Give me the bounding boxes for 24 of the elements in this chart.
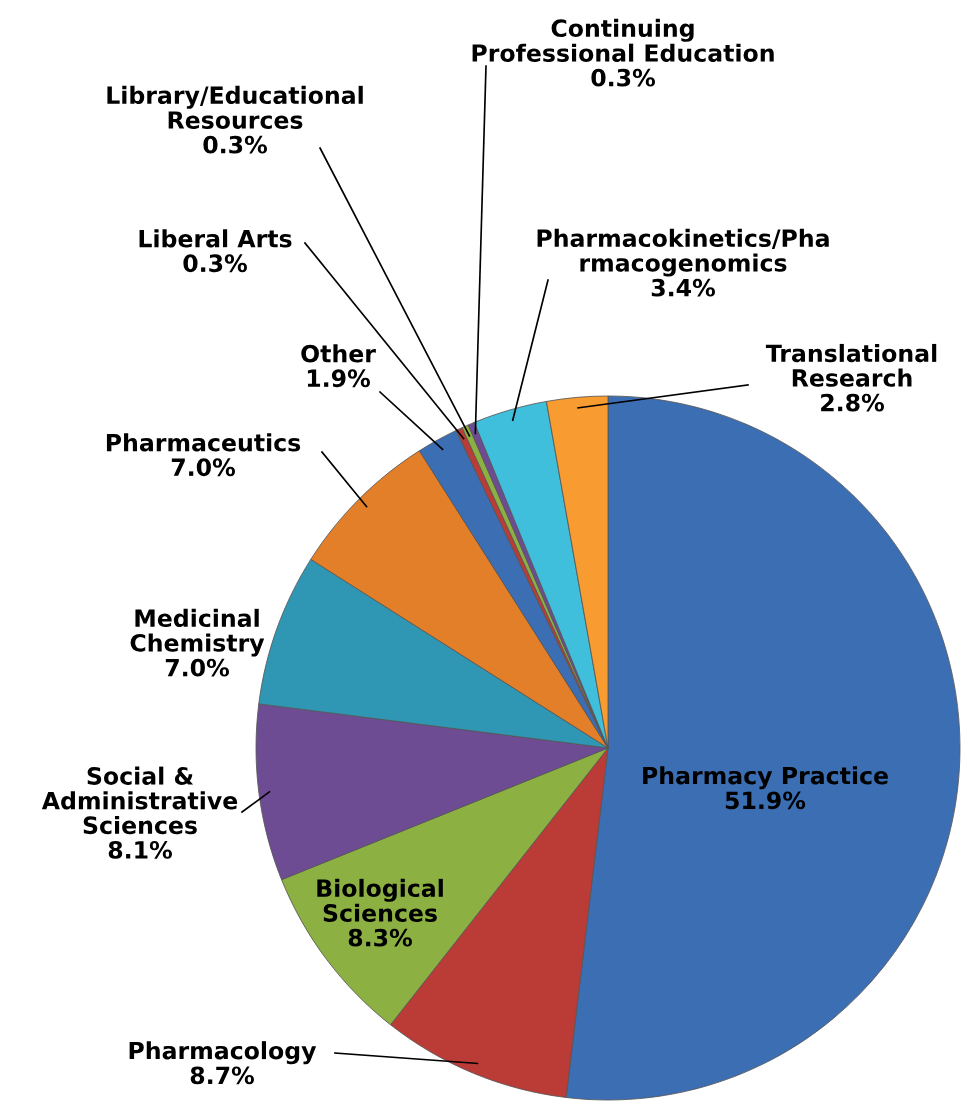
slice-label: Library/Educational Resources bbox=[107, 85, 363, 129]
data-label: 0.3% bbox=[183, 254, 247, 273]
slice-label: Pharmaceutics bbox=[106, 433, 301, 452]
slice-label: Pharmacokinetics/Pha rmacogenomics bbox=[537, 228, 829, 277]
data-label: 8.1% bbox=[108, 840, 172, 859]
data-label: 0.3% bbox=[203, 135, 267, 154]
data-label: 8.7% bbox=[190, 1066, 254, 1085]
slice-label: Liberal Arts bbox=[139, 229, 292, 248]
slice-label: Social & Administrative Sciences bbox=[41, 766, 238, 835]
data-label: 3.4% bbox=[651, 278, 715, 297]
data-label: 51.9% bbox=[725, 791, 806, 810]
data-label: 0.3% bbox=[591, 68, 655, 87]
slice-label: Biological Sciences bbox=[317, 878, 443, 922]
slice-label: Continuing Professional Education bbox=[472, 18, 774, 62]
data-label: 1.9% bbox=[307, 369, 370, 388]
data-label: 8.3% bbox=[348, 928, 412, 947]
slice-label: Translational Research bbox=[765, 343, 937, 387]
data-label: 2.8% bbox=[821, 393, 884, 412]
data-label: 7.0% bbox=[171, 458, 235, 477]
data-label: 7.0% bbox=[165, 658, 229, 677]
slice-label: Other bbox=[301, 344, 376, 363]
slice-label: Medicinal Chemistry bbox=[130, 608, 265, 657]
slice-label: Pharmacology bbox=[129, 1041, 317, 1065]
slice-label: Pharmacy Practice bbox=[643, 766, 888, 790]
